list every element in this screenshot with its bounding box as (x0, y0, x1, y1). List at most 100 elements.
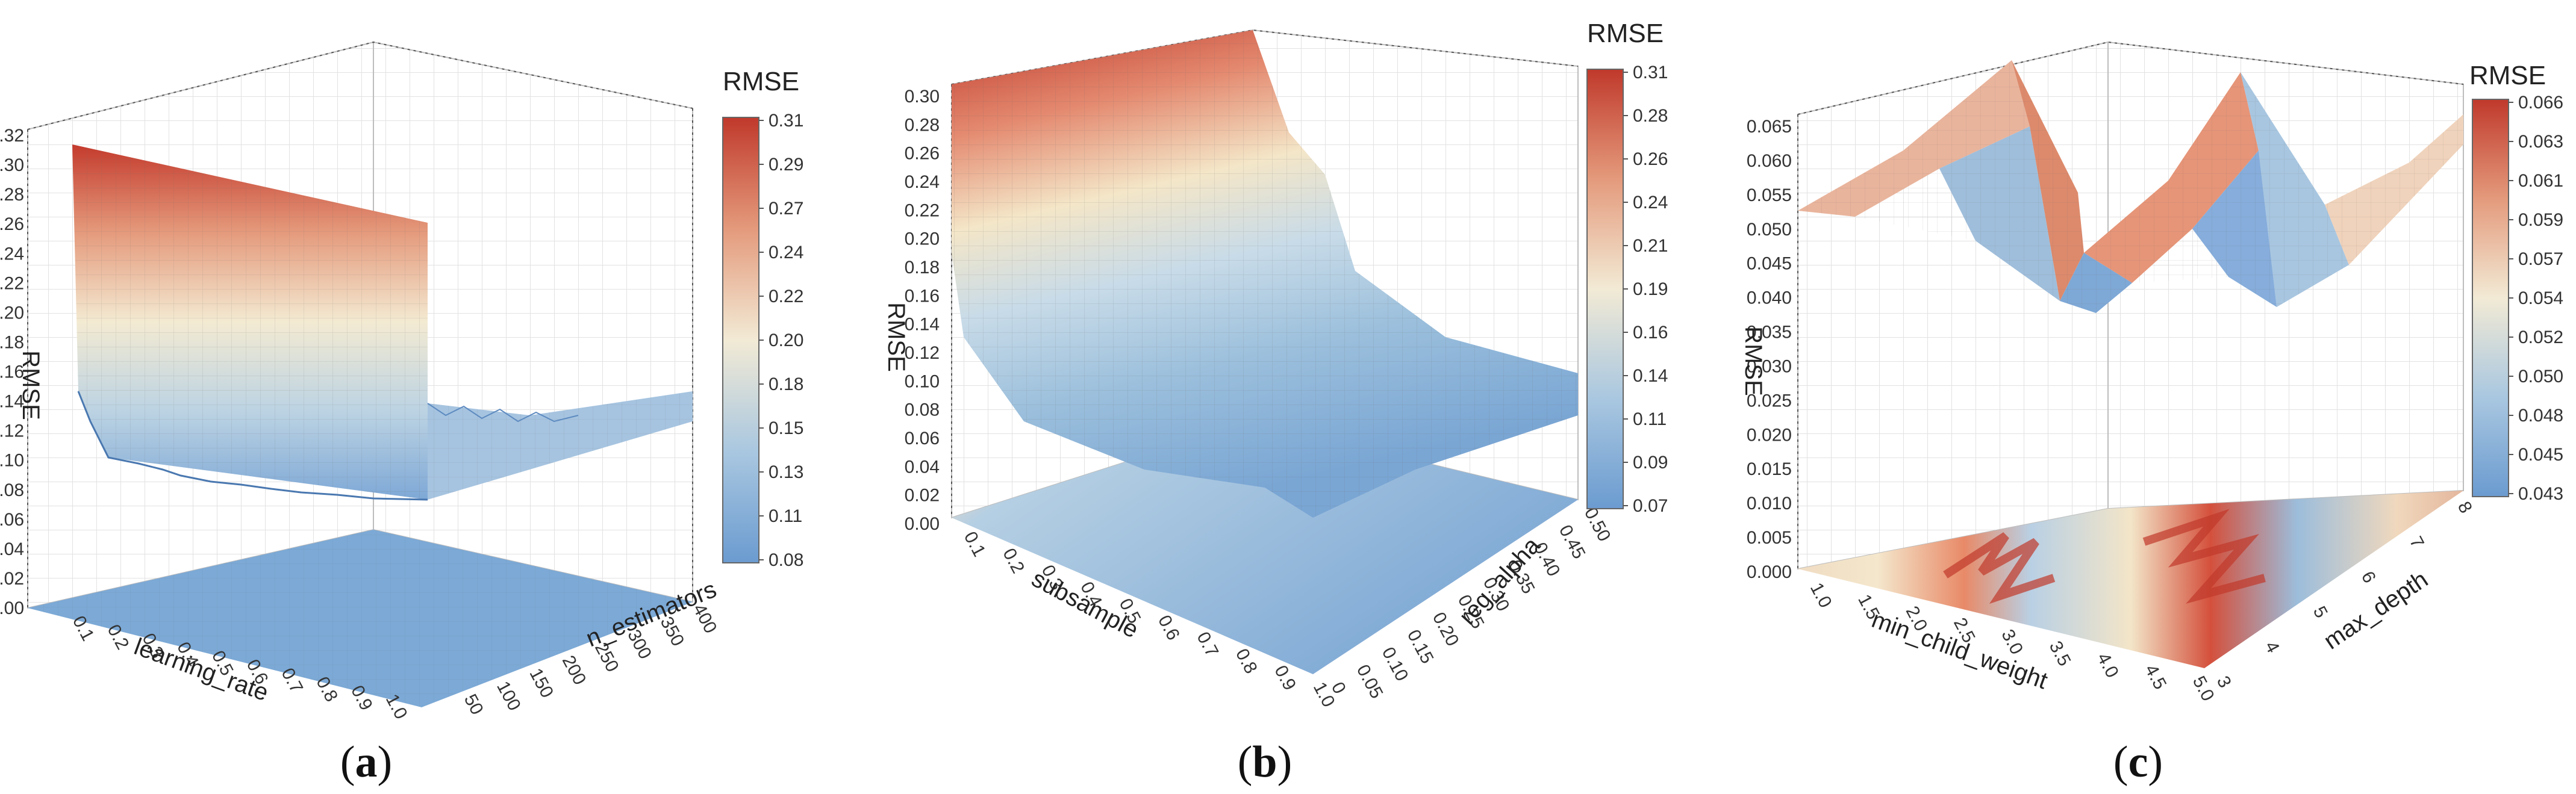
panel-b-colorbar-tick-9: 0.09 (1633, 453, 1668, 473)
panel-c-y-tick-0: 3 (2213, 673, 2235, 691)
panel-c-x-tick-7: 4.5 (2141, 661, 2170, 692)
panel-c-colorbar-tick-8: 0.048 (2518, 406, 2563, 426)
panel-a-z-tick-0: 0.00 (0, 598, 24, 618)
panel-b-colorbar-tick-1: 0.28 (1633, 106, 1668, 126)
panel-c-y-tick-2: 5 (2309, 603, 2331, 621)
panel-b-colorbar-tick-6: 0.16 (1633, 323, 1668, 343)
panel-a-colorbar-tick-7: 0.15 (769, 418, 803, 438)
panel-b-colorbar-tick-0: 0.31 (1633, 63, 1668, 82)
panel-a-colorbar-tick-8: 0.13 (769, 462, 803, 482)
panel-c-z-label: RMSE (1740, 326, 1767, 396)
panel-c-colorbar-tick-2: 0.061 (2518, 171, 2563, 191)
panel-a-z-tick-11: 0.22 (0, 273, 24, 293)
panel-c-z-tick-11: 0.055 (1747, 185, 1792, 205)
panel-c-y-tick-3: 6 (2357, 568, 2380, 586)
panel-a-z-tick-14: 0.28 (0, 185, 24, 205)
panel-a: 0.00 0.02 0.04 0.06 0.08 0.10 0.12 0.14 0.16 0.18… (0, 41, 803, 787)
panel-c-colorbar-tick-4: 0.057 (2518, 249, 2563, 269)
panel-c-y-label: max_depth (2319, 566, 2433, 654)
panel-c-z-tick-1: 0.005 (1747, 528, 1792, 548)
panel-c-colorbar-title: RMSE (2469, 61, 2546, 90)
panel-a-z-tick-15: 0.30 (0, 155, 24, 175)
panel-b-x-tick-5: 0.6 (1154, 612, 1184, 644)
panel-b-z-tick-7: 0.14 (905, 315, 940, 335)
panel-b-colorbar-tick-7: 0.14 (1633, 366, 1668, 386)
panel-a-caption: (a) (340, 737, 392, 787)
panel-b-z-tick-11: 0.22 (905, 200, 940, 220)
panel-b-z-tick-14: 0.28 (905, 115, 940, 135)
panel-a-colorbar-tick-10: 0.08 (769, 550, 803, 570)
panel-b-colorbar-title: RMSE (1587, 19, 1664, 48)
panel-c-x-tick-6: 4.0 (2093, 650, 2122, 681)
panel-b-colorbar-ticks: 0.31 0.28 0.26 0.24 0.21 0.19 0.16 0.14 0.11 0.09… (1623, 63, 1668, 516)
panel-a-y-tick-0: 50 (460, 691, 487, 718)
panel-c-z-tick-8: 0.040 (1747, 288, 1792, 308)
panel-b-x-tick-8: 0.9 (1270, 662, 1300, 693)
panel-b-z-tick-12: 0.24 (905, 172, 940, 192)
panel-c: 0.000 0.005 0.010 0.015 0.020 0.025 0.030 0.035… (1740, 41, 2563, 787)
panel-a-z-tick-9: 0.18 (0, 332, 24, 352)
panel-c-x-tick-5: 3.5 (2045, 638, 2075, 669)
panel-a-z-tick-13: 0.26 (0, 214, 24, 234)
panel-a-z-label: RMSE (17, 350, 44, 420)
panel-b-z-tick-1: 0.02 (905, 486, 940, 506)
panel-b-x-tick-7: 0.8 (1232, 645, 1261, 677)
panel-c-z-tick-6: 0.030 (1747, 356, 1792, 376)
panel-c-z-tick-5: 0.025 (1747, 391, 1792, 411)
panel-b-x-tick-6: 0.7 (1193, 628, 1222, 660)
panel-c-colorbar-tick-10: 0.043 (2518, 484, 2563, 504)
panel-a-box-frame (27, 41, 693, 608)
panel-a-z-tick-16: 0.32 (0, 126, 24, 146)
panel-c-floor-zigzag-1 (1943, 532, 2056, 604)
panel-b-x-tick-0: 0.1 (960, 529, 990, 560)
panel-a-z-tick-1: 0.02 (0, 569, 24, 589)
panel-b-z-tick-9: 0.18 (905, 258, 940, 278)
panel-c-y-tick-4: 7 (2406, 533, 2428, 551)
panel-a-z-ticks: 0.00 0.02 0.04 0.06 0.08 0.10 0.12 0.14 0.16 0.18… (0, 126, 24, 618)
panel-c-z-ticks: 0.000 0.005 0.010 0.015 0.020 0.025 0.030 0.035… (1747, 117, 1792, 582)
panel-a-z-tick-3: 0.06 (0, 510, 24, 530)
panel-b-colorbar-tick-10: 0.07 (1633, 496, 1668, 516)
panel-b-z-tick-5: 0.10 (905, 371, 940, 391)
panel-a-y-tick-3: 200 (558, 653, 590, 689)
panel-a-colorbar-tick-4: 0.22 (769, 287, 803, 306)
panel-b-z-tick-0: 0.00 (905, 514, 940, 534)
panel-c-caption: (c) (2113, 737, 2163, 787)
panel-b-colorbar-tick-2: 0.26 (1633, 149, 1668, 169)
panel-b-z-tick-15: 0.30 (905, 87, 940, 107)
panel-a-z-tick-7: 0.14 (0, 392, 24, 412)
panel-a-y-tick-2: 150 (525, 665, 557, 701)
panel-a-colorbar-tick-6: 0.18 (769, 374, 803, 394)
panel-c-colorbar-tick-3: 0.059 (2518, 210, 2563, 230)
panel-c-x-tick-8: 5.0 (2189, 673, 2218, 704)
panel-c-colorbar-tick-0: 0.066 (2518, 93, 2563, 113)
panel-a-colorbar-tick-2: 0.27 (769, 199, 803, 219)
panel-a-y-tick-1: 100 (493, 678, 525, 714)
panel-a-z-tick-8: 0.16 (0, 362, 24, 382)
panel-c-z-tick-7: 0.035 (1747, 323, 1792, 343)
panel-c-z-tick-13: 0.065 (1747, 117, 1792, 137)
panel-c-z-tick-2: 0.010 (1747, 494, 1792, 513)
panel-a-z-tick-5: 0.10 (0, 451, 24, 471)
panel-b-y-tick-9: 0.45 (1555, 522, 1589, 562)
panel-c-x-tick-0: 1.0 (1806, 580, 1836, 611)
panel-b-y-tick-2: 0.10 (1378, 644, 1412, 684)
panel-b-y-tick-3: 0.15 (1403, 627, 1438, 667)
panel-c-colorbar-tick-5: 0.054 (2518, 288, 2563, 308)
panel-a-surface-edge (77, 391, 428, 501)
panel-a-z-tick-4: 0.08 (0, 480, 24, 500)
panel-c-z-tick-9: 0.045 (1747, 254, 1792, 274)
panel-a-colorbar-title: RMSE (723, 67, 799, 96)
panel-a-colorbar-tick-9: 0.11 (769, 506, 802, 526)
panel-b-y-tick-0: 0 (1327, 679, 1350, 697)
panel-c-z-tick-10: 0.050 (1747, 220, 1792, 240)
panel-b-z-tick-10: 0.20 (905, 229, 940, 249)
panel-b-caption: (b) (1238, 737, 1292, 787)
panel-b-z-tick-8: 0.16 (905, 286, 940, 306)
panel-c-z-tick-12: 0.060 (1747, 151, 1792, 171)
panel-a-colorbar (722, 117, 759, 563)
panel-c-colorbar-tick-7: 0.050 (2518, 367, 2563, 386)
panel-a-z-tick-10: 0.20 (0, 303, 24, 323)
panel-b: 0.000.020.040.060.080.100.120.140.160.18… (883, 19, 1668, 787)
